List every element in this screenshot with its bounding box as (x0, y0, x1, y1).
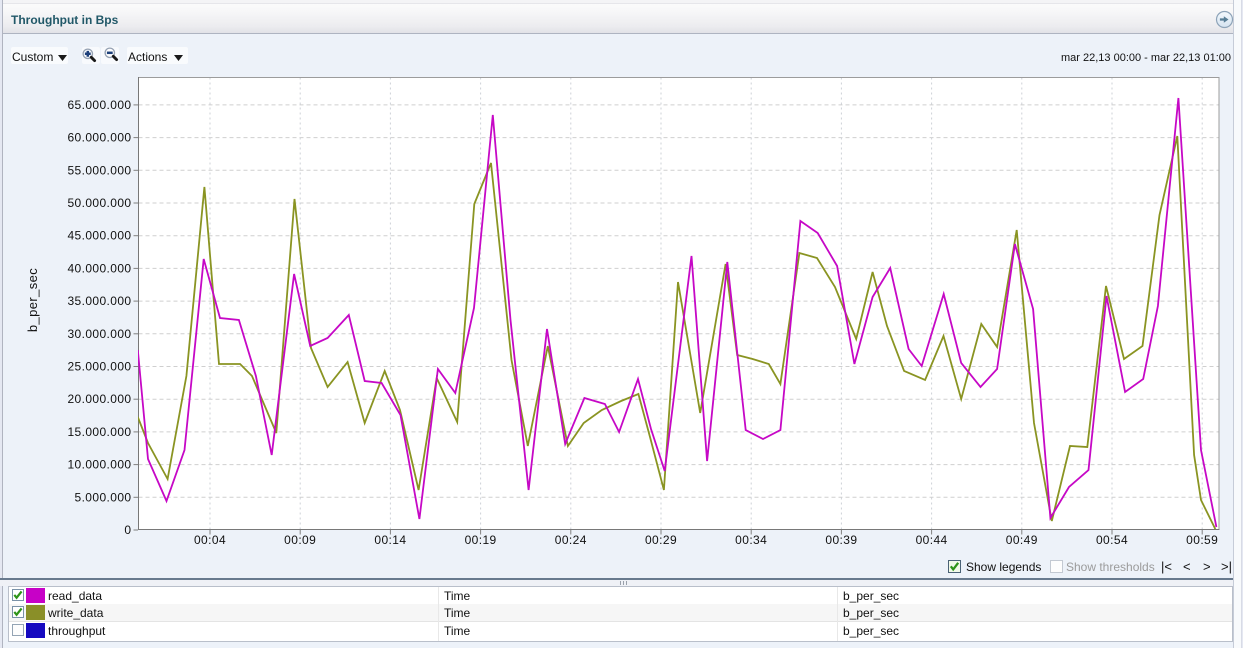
svg-text:00:39: 00:39 (825, 533, 857, 547)
svg-text:00:59: 00:59 (1186, 533, 1218, 547)
svg-text:00:49: 00:49 (1006, 533, 1038, 547)
svg-text:00:24: 00:24 (555, 533, 587, 547)
svg-text:30.000.000: 30.000.000 (67, 327, 131, 341)
svg-text:00:54: 00:54 (1096, 533, 1128, 547)
svg-text:00:29: 00:29 (645, 533, 677, 547)
svg-text:0: 0 (124, 523, 131, 537)
svg-text:50.000.000: 50.000.000 (67, 196, 131, 210)
svg-text:00:04: 00:04 (194, 533, 226, 547)
svg-text:20.000.000: 20.000.000 (67, 392, 131, 406)
svg-text:00:14: 00:14 (374, 533, 406, 547)
svg-text:60.000.000: 60.000.000 (67, 131, 131, 145)
svg-text:00:34: 00:34 (735, 533, 767, 547)
svg-text:00:44: 00:44 (916, 533, 948, 547)
svg-text:25.000.000: 25.000.000 (67, 360, 131, 374)
svg-text:5.000.000: 5.000.000 (75, 490, 132, 504)
svg-text:b_per_sec: b_per_sec (25, 268, 40, 332)
svg-text:00:19: 00:19 (465, 533, 497, 547)
svg-text:15.000.000: 15.000.000 (67, 425, 131, 439)
svg-text:40.000.000: 40.000.000 (67, 261, 131, 275)
svg-text:65.000.000: 65.000.000 (67, 98, 131, 112)
svg-text:35.000.000: 35.000.000 (67, 294, 131, 308)
svg-text:55.000.000: 55.000.000 (67, 163, 131, 177)
svg-text:45.000.000: 45.000.000 (67, 229, 131, 243)
svg-text:00:09: 00:09 (284, 533, 316, 547)
svg-text:10.000.000: 10.000.000 (67, 458, 131, 472)
